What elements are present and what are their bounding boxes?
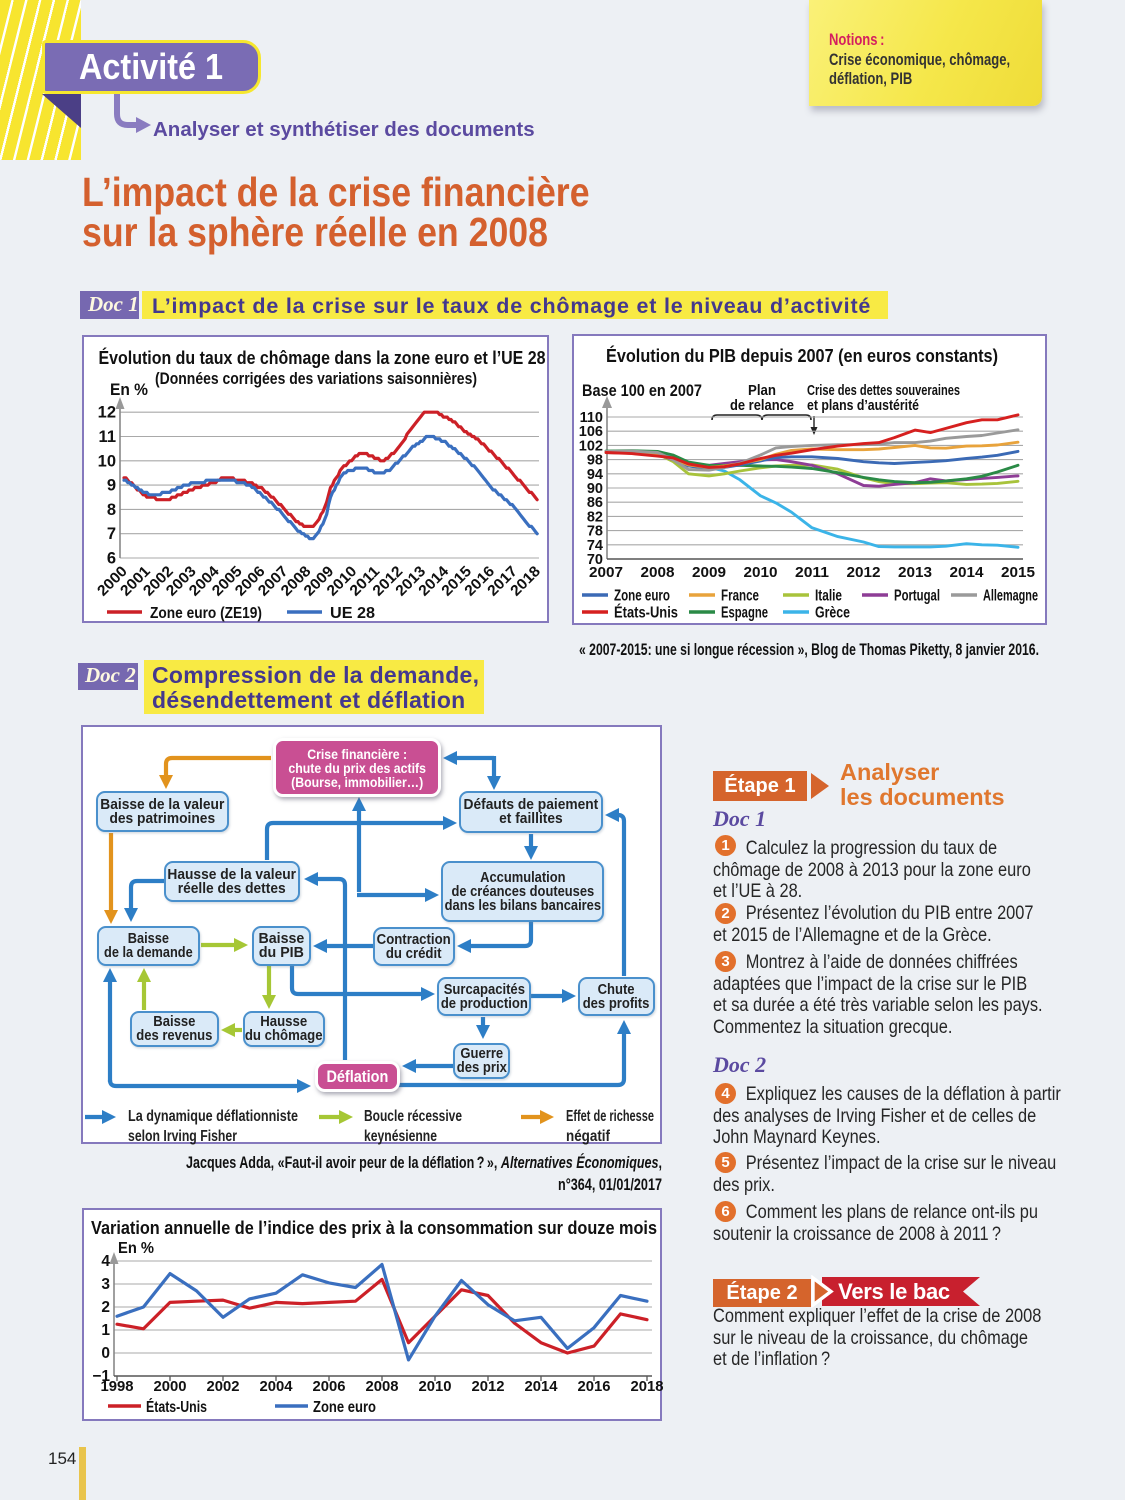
svg-text:74: 74 — [587, 538, 603, 554]
svg-text:Italie: Italie — [815, 588, 842, 605]
svg-text:102: 102 — [579, 438, 603, 454]
svg-text:2016: 2016 — [578, 1378, 611, 1395]
svg-text:Portugal: Portugal — [894, 588, 940, 605]
svg-text:« 2007-2015: une si longue réc: « 2007-2015: une si longue récession », … — [579, 641, 1039, 659]
svg-text:2008: 2008 — [641, 564, 675, 581]
svg-text:12: 12 — [98, 404, 116, 422]
svg-text:3: 3 — [101, 1276, 110, 1293]
svg-text:Plan: Plan — [748, 383, 776, 399]
svg-text:2013: 2013 — [898, 564, 932, 581]
svg-text:2007: 2007 — [589, 564, 623, 581]
svg-text:États-Unis: États-Unis — [614, 605, 678, 622]
svg-text:Grèce: Grèce — [815, 605, 850, 622]
svg-text:Zone euro: Zone euro — [313, 1399, 376, 1416]
svg-text:2014: 2014 — [950, 564, 985, 581]
svg-text:keynésienne: keynésienne — [364, 1128, 437, 1145]
svg-text:En %: En % — [118, 1240, 154, 1257]
svg-text:Évolution du PIB depuis 2007 (: Évolution du PIB depuis 2007 (en euros c… — [606, 345, 998, 366]
svg-text:1: 1 — [101, 1322, 110, 1339]
svg-text:2006: 2006 — [313, 1378, 346, 1395]
svg-text:Allemagne: Allemagne — [983, 588, 1038, 605]
svg-text:2015: 2015 — [1001, 564, 1035, 581]
svg-text:1998: 1998 — [101, 1378, 134, 1395]
svg-text:0: 0 — [101, 1345, 110, 1362]
svg-text:Zone euro (ZE19): Zone euro (ZE19) — [150, 605, 262, 622]
svg-text:11: 11 — [99, 428, 116, 446]
svg-text:2002: 2002 — [207, 1378, 240, 1395]
svg-text:négatif: négatif — [566, 1128, 611, 1145]
svg-text:Effet de richesse: Effet de richesse — [566, 1108, 654, 1125]
svg-text:2012: 2012 — [472, 1378, 505, 1395]
svg-text:70: 70 — [587, 552, 603, 568]
svg-text:(Données corrigées des variati: (Données corrigées des variations saison… — [155, 370, 477, 388]
svg-text:2008: 2008 — [366, 1378, 399, 1395]
svg-text:4: 4 — [101, 1253, 110, 1270]
svg-text:Base 100 en 2007: Base 100 en 2007 — [582, 382, 702, 400]
svg-text:2000: 2000 — [154, 1378, 187, 1395]
svg-text:9: 9 — [107, 477, 116, 495]
svg-text:La dynamique déflationniste: La dynamique déflationniste — [128, 1108, 298, 1125]
svg-text:8: 8 — [107, 501, 116, 519]
svg-text:2: 2 — [101, 1299, 110, 1316]
svg-text:UE 28: UE 28 — [330, 605, 375, 622]
svg-text:98: 98 — [587, 453, 603, 469]
svg-text:2010: 2010 — [419, 1378, 452, 1395]
svg-text:France: France — [721, 588, 759, 605]
svg-text:2004: 2004 — [260, 1378, 294, 1395]
svg-text:Boucle récessive: Boucle récessive — [364, 1108, 462, 1125]
svg-text:En %: En % — [110, 381, 148, 399]
svg-text:Espagne: Espagne — [721, 605, 768, 622]
svg-text:7: 7 — [107, 525, 116, 543]
svg-text:n°364, 01/01/2017: n°364, 01/01/2017 — [558, 1176, 662, 1194]
svg-text:2011: 2011 — [795, 564, 829, 581]
svg-text:6: 6 — [107, 550, 116, 568]
svg-text:2012: 2012 — [847, 564, 881, 581]
svg-text:Variation annuelle de l’indice: Variation annuelle de l’indice des prix … — [91, 1217, 657, 1238]
svg-text:110: 110 — [580, 410, 603, 426]
svg-text:2009: 2009 — [692, 564, 726, 581]
svg-text:82: 82 — [587, 509, 603, 525]
svg-text:et plans d’austérité: et plans d’austérité — [807, 398, 919, 414]
svg-text:106: 106 — [579, 424, 603, 440]
svg-text:2010: 2010 — [744, 564, 778, 581]
svg-text:10: 10 — [98, 452, 116, 470]
svg-text:78: 78 — [587, 524, 603, 540]
svg-text:94: 94 — [587, 467, 603, 483]
svg-text:2014: 2014 — [525, 1378, 559, 1395]
svg-text:90: 90 — [587, 481, 603, 497]
svg-text:de relance: de relance — [730, 398, 794, 414]
svg-text:Crise des dettes souveraines: Crise des dettes souveraines — [807, 383, 960, 399]
svg-text:selon Irving Fisher: selon Irving Fisher — [128, 1128, 237, 1145]
svg-text:−1: −1 — [92, 1368, 110, 1385]
svg-text:États-Unis: États-Unis — [146, 1399, 207, 1416]
svg-text:Jacques Adda, «Faut-il avoir p: Jacques Adda, «Faut-il avoir peur de la … — [186, 1153, 662, 1172]
svg-text:2018: 2018 — [631, 1378, 664, 1395]
svg-text:Évolution du taux de chômage d: Évolution du taux de chômage dans la zon… — [99, 347, 546, 368]
svg-text:86: 86 — [587, 495, 603, 511]
svg-text:Zone euro: Zone euro — [614, 588, 670, 605]
